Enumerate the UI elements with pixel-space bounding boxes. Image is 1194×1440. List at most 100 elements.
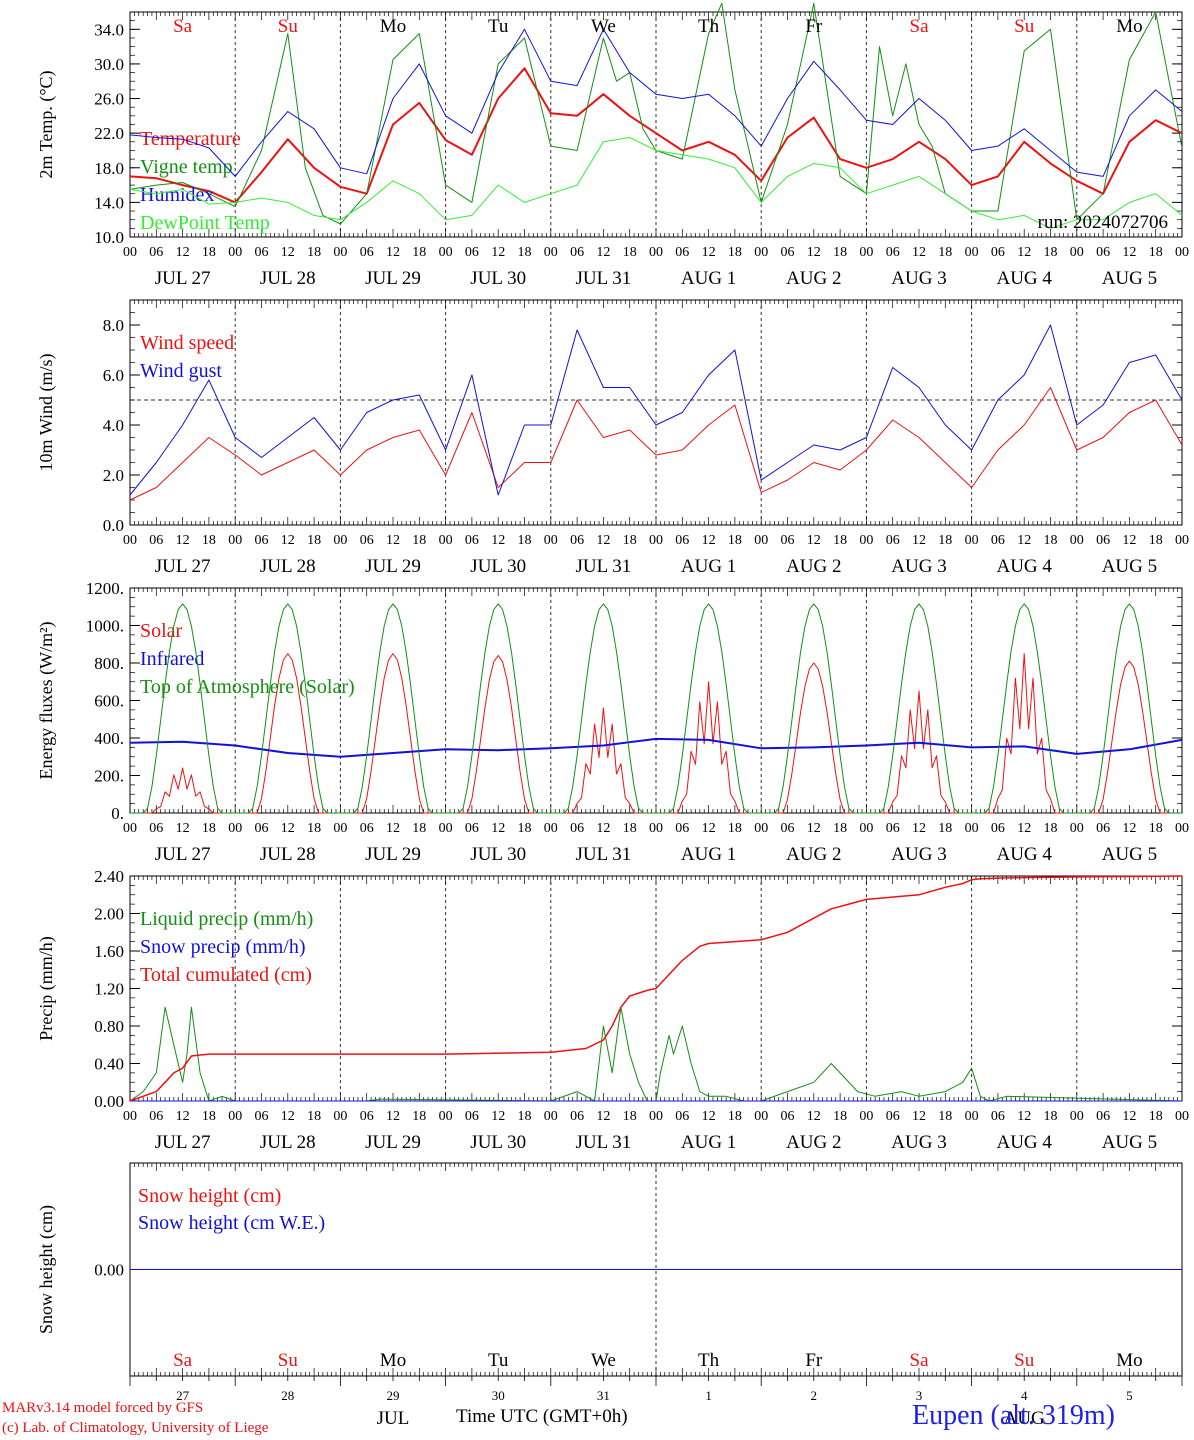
hour-tick-label: 00 bbox=[1175, 821, 1189, 836]
hour-tick-label: 12 bbox=[281, 1109, 295, 1124]
panel-3: 0. 200. 400. 600. 800. 1000. 1200. Energy fluxe… bbox=[36, 579, 1189, 865]
hour-tick-label: 00 bbox=[859, 245, 873, 260]
hour-tick-label: 00 bbox=[649, 533, 663, 548]
hour-tick-label: 12 bbox=[596, 1109, 610, 1124]
hour-tick-label: 06 bbox=[1096, 245, 1110, 260]
hour-tick-label: 00 bbox=[1070, 821, 1084, 836]
hour-tick-label: 06 bbox=[360, 1109, 374, 1124]
hour-tick-label: 00 bbox=[333, 533, 347, 548]
hour-tick-label: 06 bbox=[465, 533, 479, 548]
hour-tick-label: 18 bbox=[307, 821, 321, 836]
hour-tick-label: 06 bbox=[991, 245, 1005, 260]
hour-tick-label: 12 bbox=[807, 533, 821, 548]
hour-tick-label: 18 bbox=[728, 245, 742, 260]
date-label: AUG 2 bbox=[786, 268, 841, 289]
hour-tick-label: 00 bbox=[333, 245, 347, 260]
hour-tick-label: 18 bbox=[1044, 245, 1058, 260]
hour-tick-label: 06 bbox=[465, 245, 479, 260]
legend-entry: Infrared bbox=[140, 648, 204, 670]
hour-tick-label: 06 bbox=[149, 1109, 163, 1124]
hour-tick-label: 00 bbox=[649, 821, 663, 836]
hour-tick-label: 12 bbox=[1122, 245, 1136, 260]
hour-tick-label: 06 bbox=[886, 245, 900, 260]
series-line-top-of-atmosphere-solar- bbox=[130, 603, 1182, 814]
date-label: JUL 31 bbox=[576, 556, 632, 577]
y-tick-label: 0.0 bbox=[103, 516, 124, 535]
hour-tick-label: 00 bbox=[439, 245, 453, 260]
hour-tick-label: 18 bbox=[518, 245, 532, 260]
hour-tick-label: 00 bbox=[544, 533, 558, 548]
day-number-label: 30 bbox=[492, 1388, 505, 1403]
hour-tick-label: 12 bbox=[176, 821, 190, 836]
hour-tick-label: 00 bbox=[123, 245, 137, 260]
hour-tick-label: 18 bbox=[202, 533, 216, 548]
hour-tick-label: 12 bbox=[596, 533, 610, 548]
hour-tick-label: 18 bbox=[623, 533, 637, 548]
hour-tick-label: 06 bbox=[255, 821, 269, 836]
legend-entry: Snow height (cm) bbox=[138, 1185, 281, 1207]
hour-tick-label: 12 bbox=[1122, 533, 1136, 548]
hour-tick-label: 06 bbox=[781, 245, 795, 260]
day-number-label: 27 bbox=[176, 1388, 190, 1403]
weekday-label: We bbox=[591, 1350, 616, 1371]
legend-entry: Liquid precip (mm/h) bbox=[140, 908, 313, 930]
hour-tick-label: 18 bbox=[728, 533, 742, 548]
day-number-label: 2 bbox=[811, 1388, 818, 1403]
hour-tick-label: 12 bbox=[1122, 821, 1136, 836]
hour-tick-label: 00 bbox=[859, 1109, 873, 1124]
hour-tick-label: 06 bbox=[1096, 1109, 1110, 1124]
weekday-label: Tu bbox=[488, 1350, 509, 1371]
hour-tick-label: 18 bbox=[833, 821, 847, 836]
weekday-label: Sa bbox=[910, 1350, 930, 1371]
hour-tick-label: 18 bbox=[412, 1109, 426, 1124]
hour-tick-label: 06 bbox=[149, 821, 163, 836]
weekday-label: Mo bbox=[380, 16, 406, 37]
panel-2: 0.0 2.0 4.0 6.0 8.0 10m Wind (m/s) 00 06 12 18 JUL… bbox=[36, 299, 1189, 577]
hour-tick-label: 00 bbox=[228, 821, 242, 836]
model-credit-line: MARv3.14 model forced by GFS bbox=[2, 1400, 204, 1416]
hour-tick-label: 18 bbox=[307, 1109, 321, 1124]
day-number-label: 5 bbox=[1126, 1388, 1133, 1403]
hour-tick-label: 12 bbox=[702, 821, 716, 836]
hour-tick-label: 00 bbox=[333, 821, 347, 836]
date-label: AUG 1 bbox=[681, 1132, 736, 1153]
hour-tick-label: 12 bbox=[1017, 1109, 1031, 1124]
hour-tick-label: 12 bbox=[176, 245, 190, 260]
date-label: AUG 5 bbox=[1102, 844, 1157, 865]
date-label: JUL 27 bbox=[155, 268, 211, 289]
hour-tick-label: 18 bbox=[1149, 533, 1163, 548]
y-axis-label: Energy fluxes (W/m²) bbox=[36, 621, 57, 779]
station-name: Eupen (alt. 319m) bbox=[912, 1400, 1115, 1431]
hour-tick-label: 00 bbox=[649, 245, 663, 260]
day-number-label: 1 bbox=[705, 1388, 712, 1403]
hour-tick-label: 18 bbox=[412, 245, 426, 260]
hour-tick-label: 00 bbox=[439, 821, 453, 836]
y-tick-label: 14.0 bbox=[94, 193, 124, 212]
hour-tick-label: 00 bbox=[544, 821, 558, 836]
weekday-label: Mo bbox=[1116, 16, 1142, 37]
series-line-liquid-precip-mm-h- bbox=[129, 1006, 1183, 1102]
hour-tick-label: 06 bbox=[1096, 533, 1110, 548]
weekday-label: Mo bbox=[380, 1350, 406, 1371]
date-label: JUL 30 bbox=[470, 844, 526, 865]
legend-entry: Wind speed bbox=[140, 332, 234, 354]
hour-tick-label: 06 bbox=[886, 821, 900, 836]
weekday-label: We bbox=[591, 16, 616, 37]
hour-tick-label: 00 bbox=[754, 533, 768, 548]
panel-4: 0.00 0.40 0.80 1.20 1.60 2.00 2.40 Precip (mm/h… bbox=[36, 867, 1189, 1153]
hour-tick-label: 18 bbox=[202, 245, 216, 260]
weekday-label: Th bbox=[698, 1350, 720, 1371]
hour-tick-label: 06 bbox=[570, 1109, 584, 1124]
lab-credit-line: (c) Lab. of Climatology, University of L… bbox=[2, 1420, 269, 1436]
hour-tick-label: 06 bbox=[360, 245, 374, 260]
hour-tick-label: 00 bbox=[859, 821, 873, 836]
panel-1: 10.0 14.0 18.0 22.0 26.0 30.0 34.0 2m Temp. (°C… bbox=[36, 2, 1189, 289]
hour-tick-label: 00 bbox=[965, 245, 979, 260]
date-label: JUL 29 bbox=[365, 844, 421, 865]
date-label: AUG 4 bbox=[996, 844, 1052, 865]
y-tick-label: 2.0 bbox=[103, 466, 124, 485]
weekday-label: Su bbox=[1014, 16, 1035, 37]
y-tick-label: 26.0 bbox=[94, 90, 124, 109]
hour-tick-label: 12 bbox=[1122, 1109, 1136, 1124]
series-line-infrared bbox=[129, 737, 1183, 758]
